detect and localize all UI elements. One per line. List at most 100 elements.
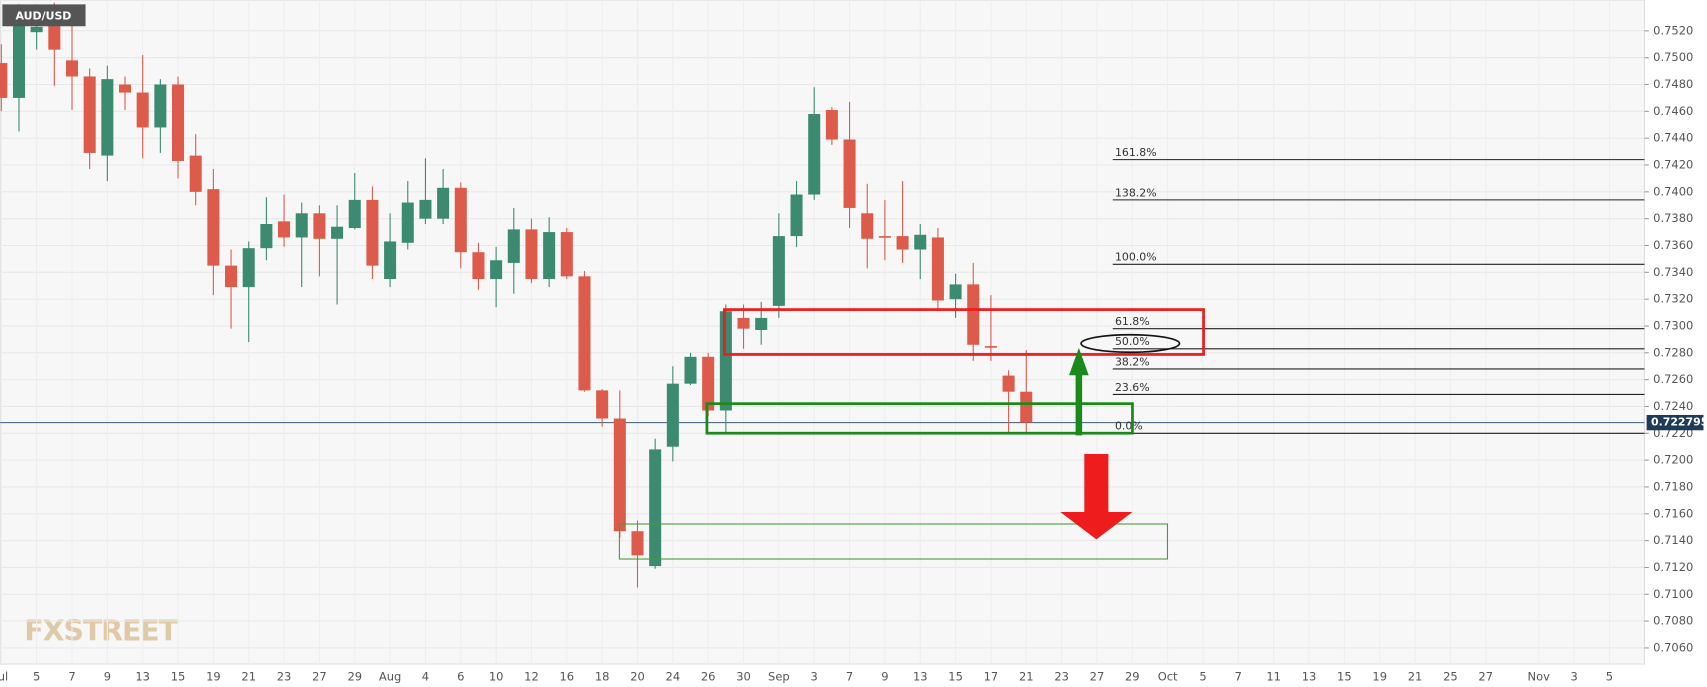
candle-body (260, 224, 273, 249)
x-tick-label: 15 (171, 670, 186, 684)
candle-body (437, 187, 450, 219)
fib-label: 138.2% (1115, 186, 1157, 199)
candle-body (525, 229, 538, 280)
resistance-box (723, 308, 1205, 356)
y-tick-label: 0.7200 (1653, 453, 1693, 467)
x-tick-label: 18 (595, 670, 610, 684)
y-tick-label: 0.7300 (1653, 318, 1693, 332)
x-tick-label: 23 (1054, 670, 1069, 684)
candle-body (313, 213, 326, 239)
candle-body (896, 236, 909, 250)
candle-body (490, 260, 503, 280)
symbol-box (2, 4, 86, 27)
x-tick-label: 5 (1199, 670, 1206, 684)
y-tick-label: 0.7380 (1653, 211, 1693, 225)
candle-body (861, 213, 874, 239)
candle-body (136, 92, 149, 128)
y-tick-label: 0.7240 (1653, 399, 1693, 413)
x-tick-label: Nov (1528, 670, 1551, 684)
candle-body (914, 234, 927, 250)
x-tick-label: 30 (736, 670, 751, 684)
candle-body (755, 317, 768, 331)
x-tick-label: 3 (811, 670, 818, 684)
x-tick-label: Aug (379, 670, 401, 684)
up-arrow (1069, 347, 1089, 436)
candle-body (790, 194, 803, 237)
candle-body (65, 60, 79, 77)
candle-body (560, 232, 573, 277)
x-tick-label: 21 (1019, 670, 1034, 684)
target-box (618, 523, 1169, 560)
x-tick-label: 6 (457, 670, 464, 684)
x-tick-label: 11 (1266, 670, 1281, 684)
highlight-ellipse (1080, 333, 1181, 354)
x-tick-label: 27 (1478, 670, 1493, 684)
candle-body (984, 346, 997, 348)
y-tick-label: 0.7320 (1653, 292, 1693, 306)
x-tick-label: 21 (241, 670, 256, 684)
last-price-box (1646, 414, 1704, 431)
candle-body (631, 531, 644, 556)
candle-body (649, 449, 662, 567)
candle-body (118, 84, 132, 93)
y-tick-label: 0.7420 (1653, 158, 1693, 172)
plot: 161.8% 138.2% 100.0% 61.8% 50.0% 38.2% 23.6% 0.… (0, 2, 1645, 649)
x-tick-label: 17 (984, 670, 999, 684)
candle-body (207, 189, 220, 266)
candle-body (472, 252, 485, 280)
y-tick-label: 0.7400 (1653, 184, 1693, 198)
x-tick-label: 24 (666, 670, 681, 684)
candle-body (154, 84, 167, 128)
x-tick-label: 15 (1337, 670, 1352, 684)
annotations (618, 308, 1205, 560)
x-tick-label: 5 (33, 670, 40, 684)
y-tick-label: 0.7080 (1653, 614, 1693, 628)
fib-label: 0.0% (1115, 420, 1143, 433)
candle-body (543, 232, 556, 280)
x-tick-label: 19 (206, 670, 221, 684)
candle-body (101, 79, 114, 156)
candle-body (702, 356, 715, 411)
y-tick-label: 0.7480 (1653, 77, 1693, 91)
candle-body (772, 236, 785, 306)
y-tick-label: 0.7460 (1653, 104, 1693, 118)
x-tick-label: 7 (846, 670, 853, 684)
candle-body (242, 248, 255, 288)
x-tick-label: Oct (1158, 670, 1178, 684)
candle-body (613, 418, 626, 532)
x-tick-label: 23 (277, 670, 292, 684)
candle-body (30, 26, 43, 33)
candle-body (1002, 375, 1015, 392)
y-tick-label: 0.7520 (1653, 23, 1693, 37)
y-tick-label: 0.7260 (1653, 372, 1693, 386)
x-tick-label: 5 (1606, 670, 1613, 684)
candle-body (578, 276, 591, 391)
candle-body (83, 76, 96, 153)
x-tick-label: Jul (0, 670, 8, 684)
watermark: FXSTREET (24, 614, 178, 647)
candle-body (278, 221, 291, 238)
candle-body (331, 226, 344, 239)
x-tick-label: 21 (1408, 670, 1423, 684)
candle-body (684, 356, 697, 384)
x-tick-label: 12 (524, 670, 539, 684)
x-tick-label: 27 (1090, 670, 1105, 684)
y-tick-label: 0.7160 (1653, 506, 1693, 520)
x-tick-label: 25 (1443, 670, 1458, 684)
x-tick-label: 29 (347, 670, 362, 684)
x-tick-label: 29 (1125, 670, 1140, 684)
fib-label: 23.6% (1115, 381, 1150, 394)
x-tick-label: 20 (630, 670, 645, 684)
candle-body (596, 390, 609, 419)
y-tick-label: 0.7120 (1653, 560, 1693, 574)
y-tick-label: 0.7060 (1653, 640, 1693, 654)
x-tick-label: 4 (422, 670, 429, 684)
x-tick-label: 13 (135, 670, 150, 684)
candle-body (737, 317, 750, 329)
x-tick-label: 26 (701, 670, 716, 684)
y-tick-label: 0.7280 (1653, 345, 1693, 359)
fib-label: 50.0% (1115, 335, 1150, 348)
candle-body (419, 199, 432, 219)
candle-body (666, 383, 679, 447)
y-tick-label: 0.7440 (1653, 131, 1693, 145)
